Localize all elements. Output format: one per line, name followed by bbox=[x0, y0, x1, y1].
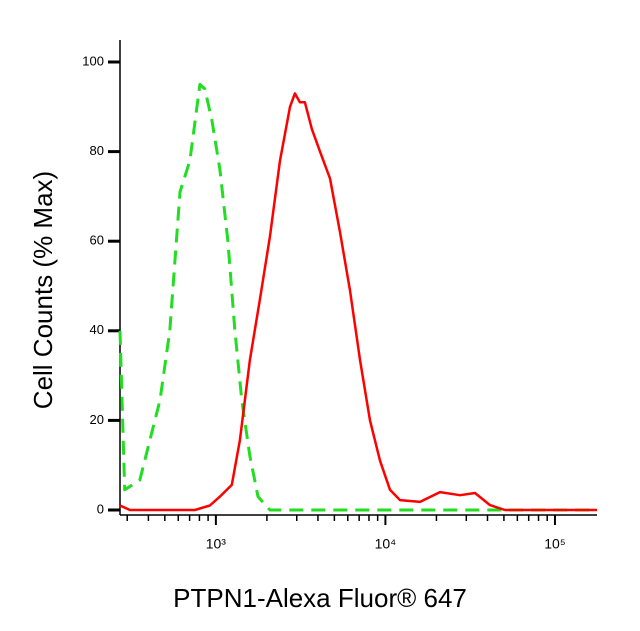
y-tick-label: 40 bbox=[90, 322, 104, 337]
series-line bbox=[119, 92, 597, 512]
x-tick-label: 10⁵ bbox=[544, 536, 565, 552]
x-axis-label: PTPN1-Alexa Fluor® 647 bbox=[173, 583, 467, 613]
y-tick-label: 20 bbox=[90, 412, 104, 427]
series-line bbox=[118, 82, 597, 512]
y-tick-label: 60 bbox=[90, 233, 104, 248]
x-tick-label: 10⁴ bbox=[375, 536, 397, 552]
y-axis-label: Cell Counts (% Max) bbox=[28, 171, 58, 409]
y-tick-label: 0 bbox=[97, 501, 104, 516]
y-tick-label: 100 bbox=[82, 53, 104, 68]
y-tick-label: 80 bbox=[90, 143, 104, 158]
x-tick-label: 10³ bbox=[206, 536, 227, 552]
